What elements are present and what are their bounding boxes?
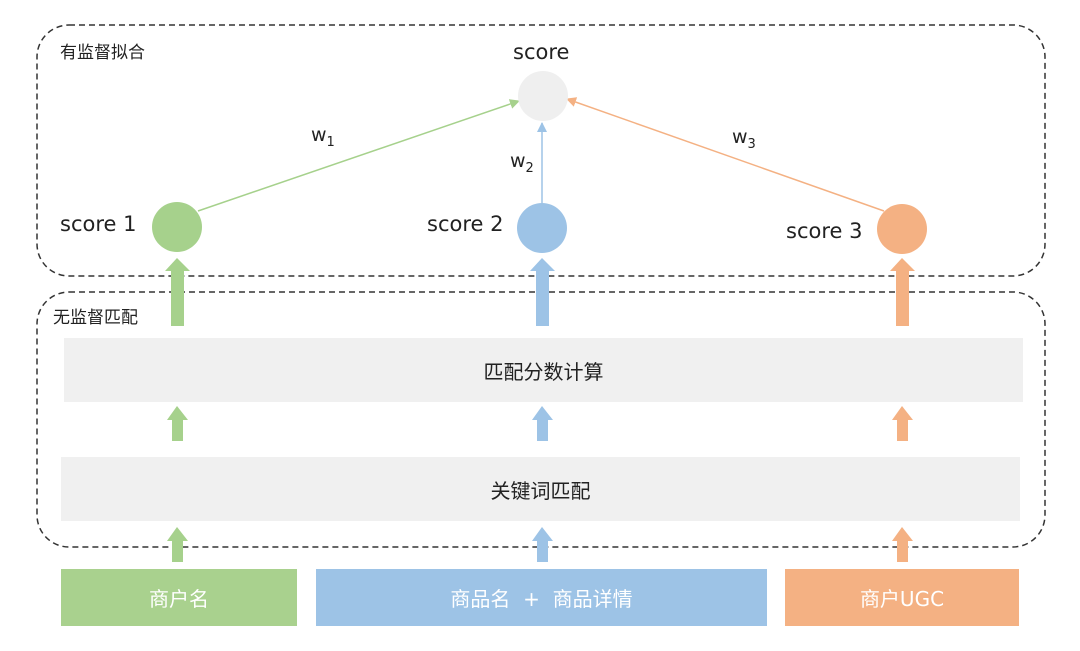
source-merchant-name-label: 商户名 [149,587,209,611]
weight-3-label: w3 [732,126,756,152]
source-merchant-ugc-label: 商户UGC [859,587,945,611]
score-2-label: score 2 [427,212,504,236]
block-arrow-blue-1 [530,258,555,326]
source-merchant-ugc: 商户UGC [785,569,1019,626]
source-product-info: 商品名 + 商品详情 [316,569,767,626]
score-1-label: score 1 [60,212,137,236]
block-arrow-blue-3 [532,527,553,562]
block-arrow-green-1 [165,258,190,326]
keyword-match-band: 关键词匹配 [61,457,1020,521]
source-merchant-name: 商户名 [61,569,297,626]
score-3-label: score 3 [786,219,863,243]
block-arrow-orange-1 [890,258,915,326]
block-arrow-green-3 [167,527,188,562]
score-node-3 [877,204,927,254]
top-score-label: score [513,40,570,64]
block-arrow-orange-2 [892,406,913,441]
weight-1-label: w1 [311,124,335,150]
score-calc-label: 匹配分数计算 [483,359,604,384]
unsupervised-group-label: 无监督匹配 [53,308,138,328]
block-arrow-green-2 [167,406,188,441]
score-calc-band: 匹配分数计算 [64,338,1023,402]
score-node-2 [517,203,567,253]
score-node-1 [152,202,202,252]
keyword-match-label: 关键词匹配 [490,478,591,503]
source-product-info-label: 商品名 + 商品详情 [450,587,633,611]
block-arrow-orange-3 [892,527,913,562]
weight-arrow-1 [197,99,520,212]
supervised-group-label: 有监督拟合 [60,43,145,63]
block-arrow-blue-2 [532,406,553,441]
top-score-node [518,71,568,121]
weight-2-label: w2 [510,150,534,176]
weight-arrow-3 [566,97,885,212]
